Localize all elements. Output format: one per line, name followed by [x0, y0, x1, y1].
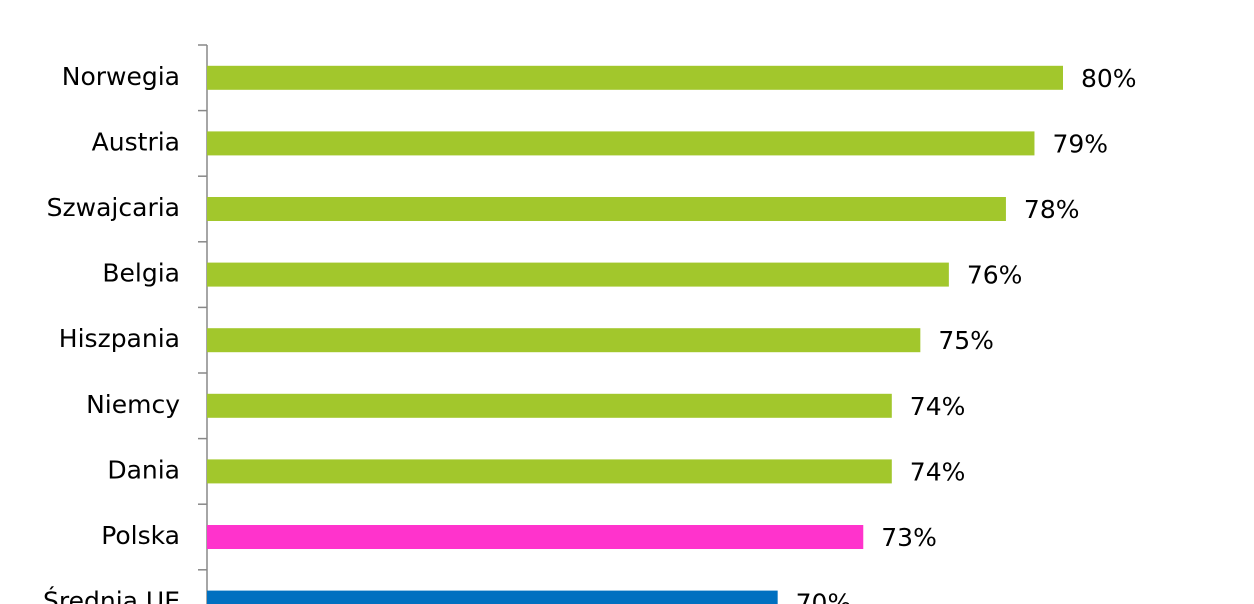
value-label: 74%: [910, 392, 966, 421]
bar: [207, 393, 892, 418]
value-label: 75%: [938, 326, 994, 355]
category-label: Hiszpania: [59, 324, 180, 353]
bar: [207, 131, 1035, 156]
category-label: Austria: [92, 127, 180, 156]
bar: [207, 65, 1063, 90]
bar: [207, 262, 949, 287]
bar: [207, 590, 778, 604]
category-label: Niemcy: [86, 390, 180, 419]
category-label: Norwegia: [62, 62, 180, 91]
value-label: 80%: [1081, 64, 1137, 93]
category-label: Średnia UE: [43, 586, 180, 604]
category-label: Dania: [107, 455, 180, 484]
value-label: 70%: [796, 589, 852, 604]
value-label: 78%: [1024, 195, 1080, 224]
bar: [207, 197, 1006, 221]
category-label: Polska: [101, 521, 180, 550]
category-label: Belgia: [102, 259, 180, 288]
value-label: 74%: [910, 457, 966, 486]
category-label: Szwajcaria: [47, 193, 180, 222]
value-label: 73%: [881, 523, 937, 552]
value-label: 79%: [1052, 129, 1108, 158]
bar: [207, 459, 892, 484]
bar: [207, 328, 921, 353]
value-label: 76%: [967, 261, 1023, 290]
bar: [207, 525, 864, 549]
